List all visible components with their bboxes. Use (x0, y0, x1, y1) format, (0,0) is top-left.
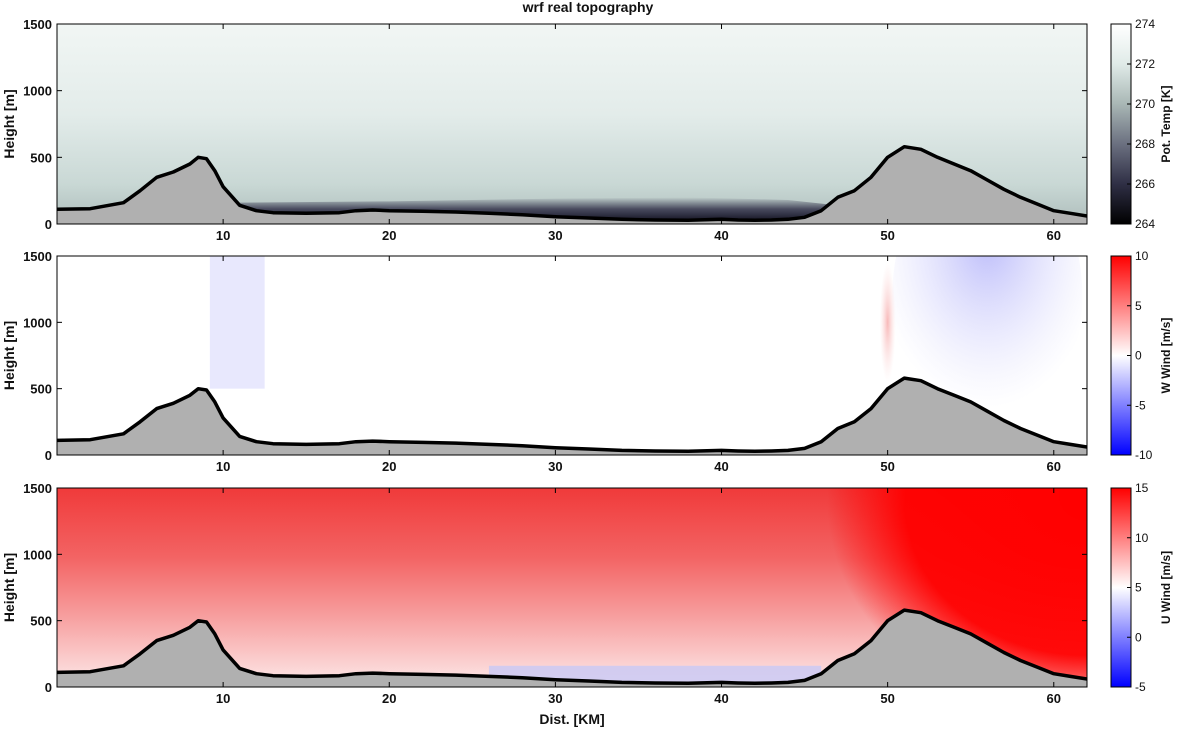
plot-frame (56, 255, 1088, 456)
panel-1: 10 20 30 40 50 60 0 500 1000 1500 Height [m] 264 266… (1, 17, 1173, 243)
field-panel-2 (57, 256, 1087, 455)
panel-2: 10 20 30 40 50 60 0 500 1000 1500 Height [m] -10 -5 0… (1, 249, 1173, 474)
updraft-region (879, 262, 896, 383)
x-tick-label: 40 (714, 459, 728, 474)
colorbar-tick-label: 5 (1135, 581, 1142, 595)
x-tick-label: 40 (714, 691, 728, 706)
colorbar-tick-label: 0 (1135, 349, 1142, 363)
x-tick-label: 10 (216, 228, 230, 243)
colorbar-tick-label: 264 (1135, 217, 1155, 231)
colorbar-tick-label: 268 (1135, 137, 1155, 151)
y-axis-label: Height [m] (1, 89, 17, 158)
y-axis-label: Height [m] (1, 321, 17, 390)
field-panel-3 (57, 488, 1087, 687)
terrain-outline (57, 144, 1087, 223)
x-tick-label: 30 (548, 459, 562, 474)
colorbar-tick-label: 0 (1135, 630, 1142, 644)
x-tick-label: 20 (382, 459, 396, 474)
weak-downdraft (209, 256, 265, 389)
x-tick-label: 20 (382, 228, 396, 243)
colorbar-tick-label: 270 (1135, 97, 1155, 111)
y-tick-label: 1500 (23, 17, 52, 32)
y-tick-label: 0 (45, 680, 52, 695)
x-tick-label: 10 (216, 691, 230, 706)
reverse-flow-region (488, 665, 822, 682)
colorbar-tick-label: 15 (1135, 481, 1149, 495)
field-panel-1 (57, 24, 1087, 224)
y-tick-label: 0 (45, 448, 52, 463)
colorbar-tick-label: 5 (1135, 299, 1142, 313)
colorbar-label: U Wind [m/s] (1159, 551, 1173, 624)
terrain-outline (57, 608, 1087, 686)
colorbar-tick-label: 266 (1135, 177, 1155, 191)
y-tick-label: 0 (45, 217, 52, 232)
x-tick-label: 50 (880, 459, 894, 474)
y-tick-label: 1000 (23, 84, 52, 99)
x-axis-label: Dist. [KM] (539, 711, 604, 727)
x-tick-label: 60 (1047, 228, 1061, 243)
colorbar-label: W Wind [m/s] (1159, 318, 1173, 394)
colorbar-tick-label: -5 (1135, 398, 1146, 412)
colorbar-tick-label: 274 (1135, 17, 1155, 31)
y-tick-label: 1000 (23, 547, 52, 562)
y-tick-label: 1500 (23, 249, 52, 264)
x-tick-label: 30 (548, 691, 562, 706)
y-tick-label: 1500 (23, 481, 52, 496)
y-tick-label: 500 (30, 614, 52, 629)
y-tick-label: 1000 (23, 315, 52, 330)
y-axis-label: Height [m] (1, 553, 17, 622)
x-tick-label: 10 (216, 459, 230, 474)
x-tick-label: 50 (880, 691, 894, 706)
figure-title: wrf real topography (522, 0, 654, 15)
y-tick-label: 500 (30, 382, 52, 397)
colorbar (1110, 23, 1132, 225)
x-tick-label: 20 (382, 691, 396, 706)
colorbar-tick-label: 272 (1135, 57, 1155, 71)
colorbar-tick-label: 10 (1135, 249, 1149, 263)
x-tick-label: 60 (1047, 691, 1061, 706)
colorbar-tick-label: -10 (1135, 448, 1153, 462)
x-tick-label: 30 (548, 228, 562, 243)
colorbar-tick-label: 10 (1135, 531, 1149, 545)
plot-frame (56, 23, 1088, 225)
x-tick-label: 60 (1047, 459, 1061, 474)
x-tick-label: 50 (880, 228, 894, 243)
colorbar-tick-label: -5 (1135, 680, 1146, 694)
x-tick-label: 40 (714, 228, 728, 243)
y-tick-label: 500 (30, 150, 52, 165)
colorbar-label: Pot. Temp [K] (1159, 85, 1173, 162)
plot-frame (56, 487, 1088, 688)
terrain-outline (57, 376, 1087, 454)
